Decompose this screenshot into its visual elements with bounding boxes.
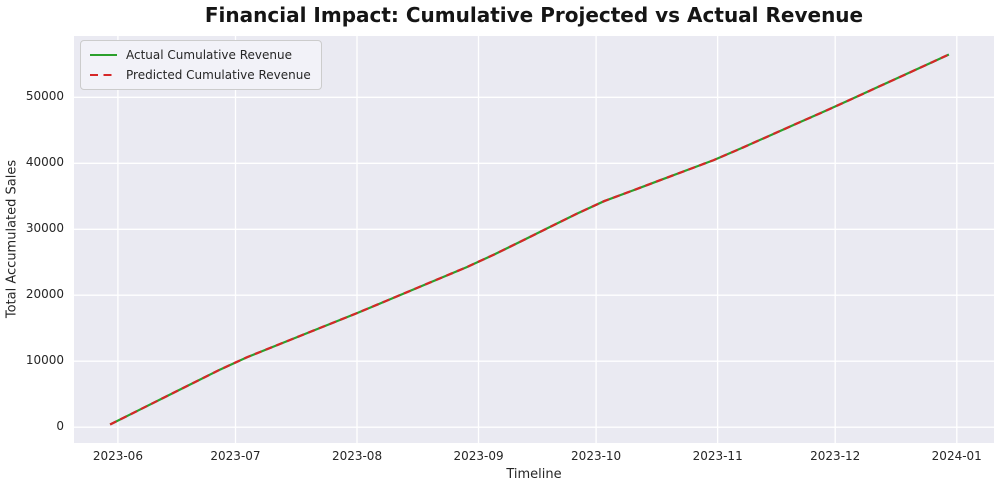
x-tick-label: 2023-06 xyxy=(92,449,143,463)
chart-title: Financial Impact: Cumulative Projected v… xyxy=(204,3,864,27)
legend-label-predicted: Predicted Cumulative Revenue xyxy=(126,68,311,82)
x-tick-label: 2023-12 xyxy=(810,449,861,463)
legend-item-actual: Actual Cumulative Revenue xyxy=(90,48,311,62)
legend-label-actual: Actual Cumulative Revenue xyxy=(126,48,292,62)
predicted-revenue-line xyxy=(109,53,950,426)
y-tick-label: 40000 xyxy=(25,155,64,170)
actual-line-swatch xyxy=(90,53,117,57)
x-tick-label: 2023-09 xyxy=(453,449,504,463)
plot-area: Actual Cumulative Revenue Predicted Cumu… xyxy=(74,36,994,443)
chart-canvas xyxy=(74,36,994,443)
y-tick-label: 20000 xyxy=(25,287,64,302)
y-tick-label: 10000 xyxy=(25,353,64,368)
x-tick-label: 2023-10 xyxy=(571,449,622,463)
x-tick-label: 2023-07 xyxy=(210,449,261,463)
y-tick-label: 30000 xyxy=(25,221,64,236)
x-tick-label: 2023-11 xyxy=(692,449,743,463)
legend-item-predicted: Predicted Cumulative Revenue xyxy=(90,68,311,82)
x-tick-label: 2024-01 xyxy=(931,449,982,463)
x-axis-label: Timeline xyxy=(506,467,562,482)
y-tick-label: 50000 xyxy=(25,89,64,104)
x-tick-label: 2023-08 xyxy=(331,449,383,463)
legend: Actual Cumulative Revenue Predicted Cumu… xyxy=(80,40,322,90)
predicted-line-swatch xyxy=(90,73,117,77)
y-tick-label: 0 xyxy=(56,419,64,434)
